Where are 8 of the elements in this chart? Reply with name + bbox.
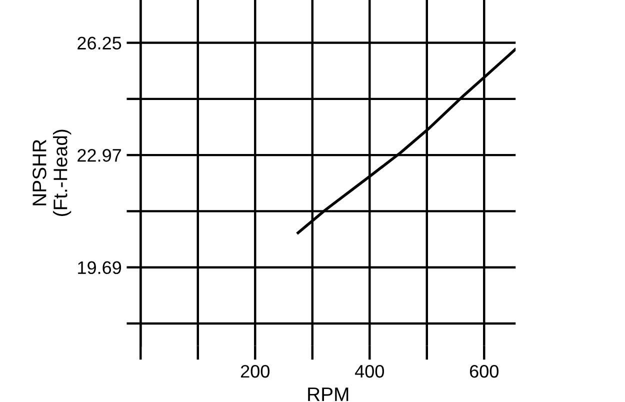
y-axis-title: NPSHR (Ft.-Head) xyxy=(32,130,72,216)
y-tick-label: 22.97 xyxy=(78,148,121,162)
y-tick-label: 26.25 xyxy=(78,36,122,50)
x-tick-label: 200 xyxy=(240,364,270,378)
x-axis-title: RPM xyxy=(308,388,348,401)
x-tick-label: 600 xyxy=(470,364,498,378)
y-tick-label: 19.69 xyxy=(78,261,122,274)
x-tick-label: 400 xyxy=(354,364,384,378)
